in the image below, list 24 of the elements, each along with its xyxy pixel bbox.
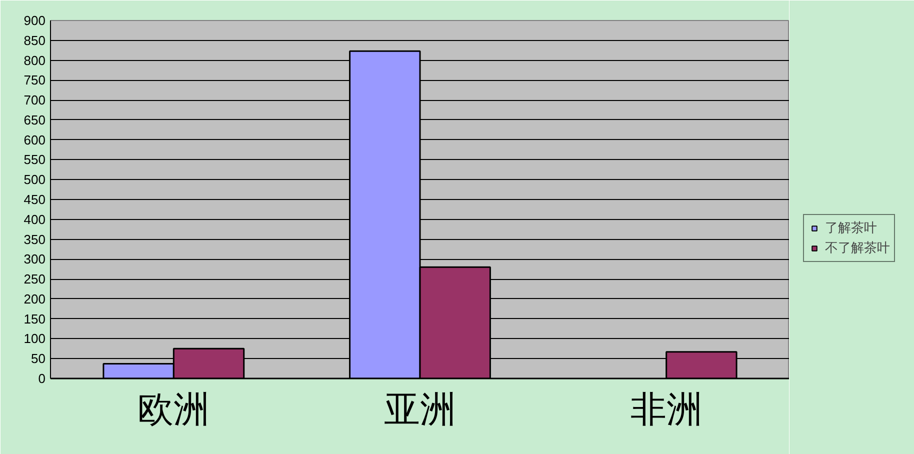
y-tick-label: 500 [24,172,46,188]
y-tick-label: 800 [24,52,46,68]
y-tick-label: 50 [31,351,46,366]
y-tick-label: 450 [24,192,46,207]
y-tick-label: 900 [24,13,46,28]
y-tick-label: 0 [38,371,46,386]
y-tick-label: 250 [24,272,46,287]
y-tick-label: 600 [24,132,46,148]
y-tick-label: 550 [24,152,46,168]
y-tick-label: 100 [24,331,46,346]
x-tick-label: 欧洲 [138,390,210,430]
y-tick-label: 750 [24,72,46,88]
x-tick-label: 亚洲 [384,390,456,430]
y-tick-label: 650 [24,112,46,128]
y-tick-label: 700 [24,92,46,108]
y-tick-label: 400 [24,212,46,227]
y-tick-label: 850 [24,32,46,48]
y-tick-label: 150 [24,311,46,326]
x-tick-label: 非洲 [630,390,702,430]
legend-label: 了解茶叶 [825,219,877,237]
y-tick-label: 200 [24,291,46,306]
y-tick-label: 300 [24,252,46,267]
legend-label: 不了解茶叶 [825,239,890,257]
y-tick-label: 350 [24,232,46,247]
